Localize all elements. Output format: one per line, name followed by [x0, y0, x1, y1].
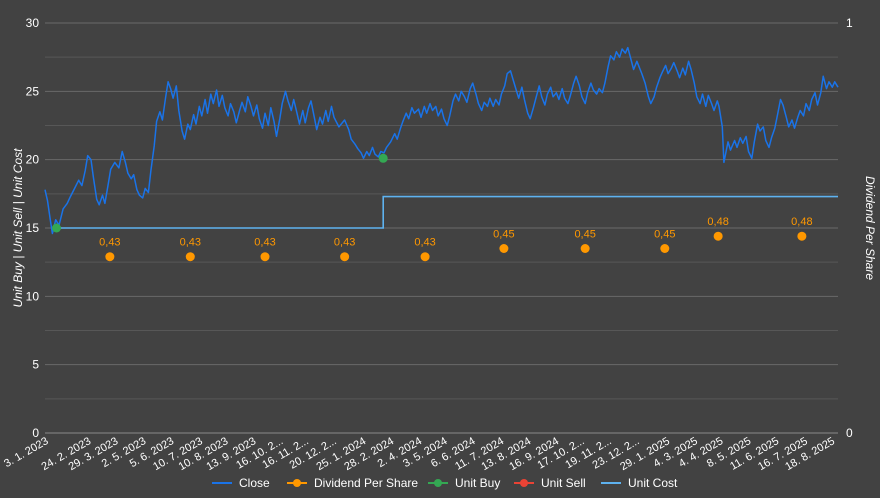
dividend-point[interactable]: [260, 252, 270, 262]
dividend-data-label: 0,43: [99, 237, 120, 249]
legend-marker: [520, 479, 528, 487]
series-close: [44, 46, 839, 235]
dividend-point[interactable]: [580, 244, 590, 253]
series-unit-cost: [56, 195, 838, 229]
y-axis-left-title: Unit Buy | Unit Sell | Unit Cost: [11, 148, 25, 308]
y-tick-label: 0: [32, 426, 39, 440]
y-axis-right-title: Dividend Per Share: [863, 176, 877, 280]
legend-label[interactable]: Unit Buy: [455, 476, 500, 490]
close-line: [44, 46, 839, 235]
dividend-point[interactable]: [105, 252, 115, 262]
dividend-point[interactable]: [185, 252, 195, 262]
series-unit-buy: [51, 153, 388, 233]
dividend-data-label: 0,43: [254, 237, 275, 249]
y-tick-label: 20: [26, 153, 40, 167]
dividend-data-label: 0,43: [180, 237, 201, 249]
legend-label[interactable]: Unit Sell: [541, 476, 586, 490]
dividend-point[interactable]: [499, 244, 509, 253]
dividend-data-label: 0,45: [654, 229, 675, 241]
unit-buy-point[interactable]: [51, 223, 61, 233]
dividend-point[interactable]: [420, 252, 430, 262]
legend: Close Dividend Per Share Unit Buy Unit Sell…: [212, 476, 678, 490]
legend-marker: [434, 479, 442, 487]
dividend-data-label: 0,43: [414, 237, 435, 249]
legend-label[interactable]: Dividend Per Share: [314, 476, 418, 490]
legend-marker: [293, 479, 301, 487]
y-tick-label: 15: [26, 221, 40, 235]
y-tick-label: 5: [32, 358, 39, 372]
y-tick-label: 10: [26, 289, 40, 303]
dividend-point[interactable]: [797, 231, 807, 241]
dividend-data-label: 0,43: [334, 237, 355, 249]
dividend-point[interactable]: [340, 252, 350, 262]
dividend-point[interactable]: [660, 244, 670, 253]
dividend-data-label: 0,48: [707, 216, 728, 228]
y-right-tick-label: 0: [846, 426, 853, 440]
dividend-data-label: 0,45: [493, 229, 514, 241]
legend-label[interactable]: Unit Cost: [628, 476, 678, 490]
dividend-data-label: 0,48: [791, 216, 812, 228]
y-axis-right-ticks: 01: [846, 16, 853, 440]
dividend-point[interactable]: [713, 231, 723, 241]
legend-label[interactable]: Close: [239, 476, 270, 490]
unit-buy-point[interactable]: [378, 153, 388, 163]
series-dividend-per-share: 0,43 0,43 0,43 0,43 0,43 0,45 0,45 0,45 0,48 0,48: [99, 216, 813, 262]
y-axis-left-ticks: 0 5 10 15 20 25 30: [26, 16, 40, 440]
y-tick-label: 25: [26, 84, 40, 98]
dividend-data-label: 0,45: [574, 229, 595, 241]
unit-cost-line: [56, 195, 838, 229]
y-tick-label: 30: [26, 16, 40, 30]
y-right-tick-label: 1: [846, 16, 853, 30]
